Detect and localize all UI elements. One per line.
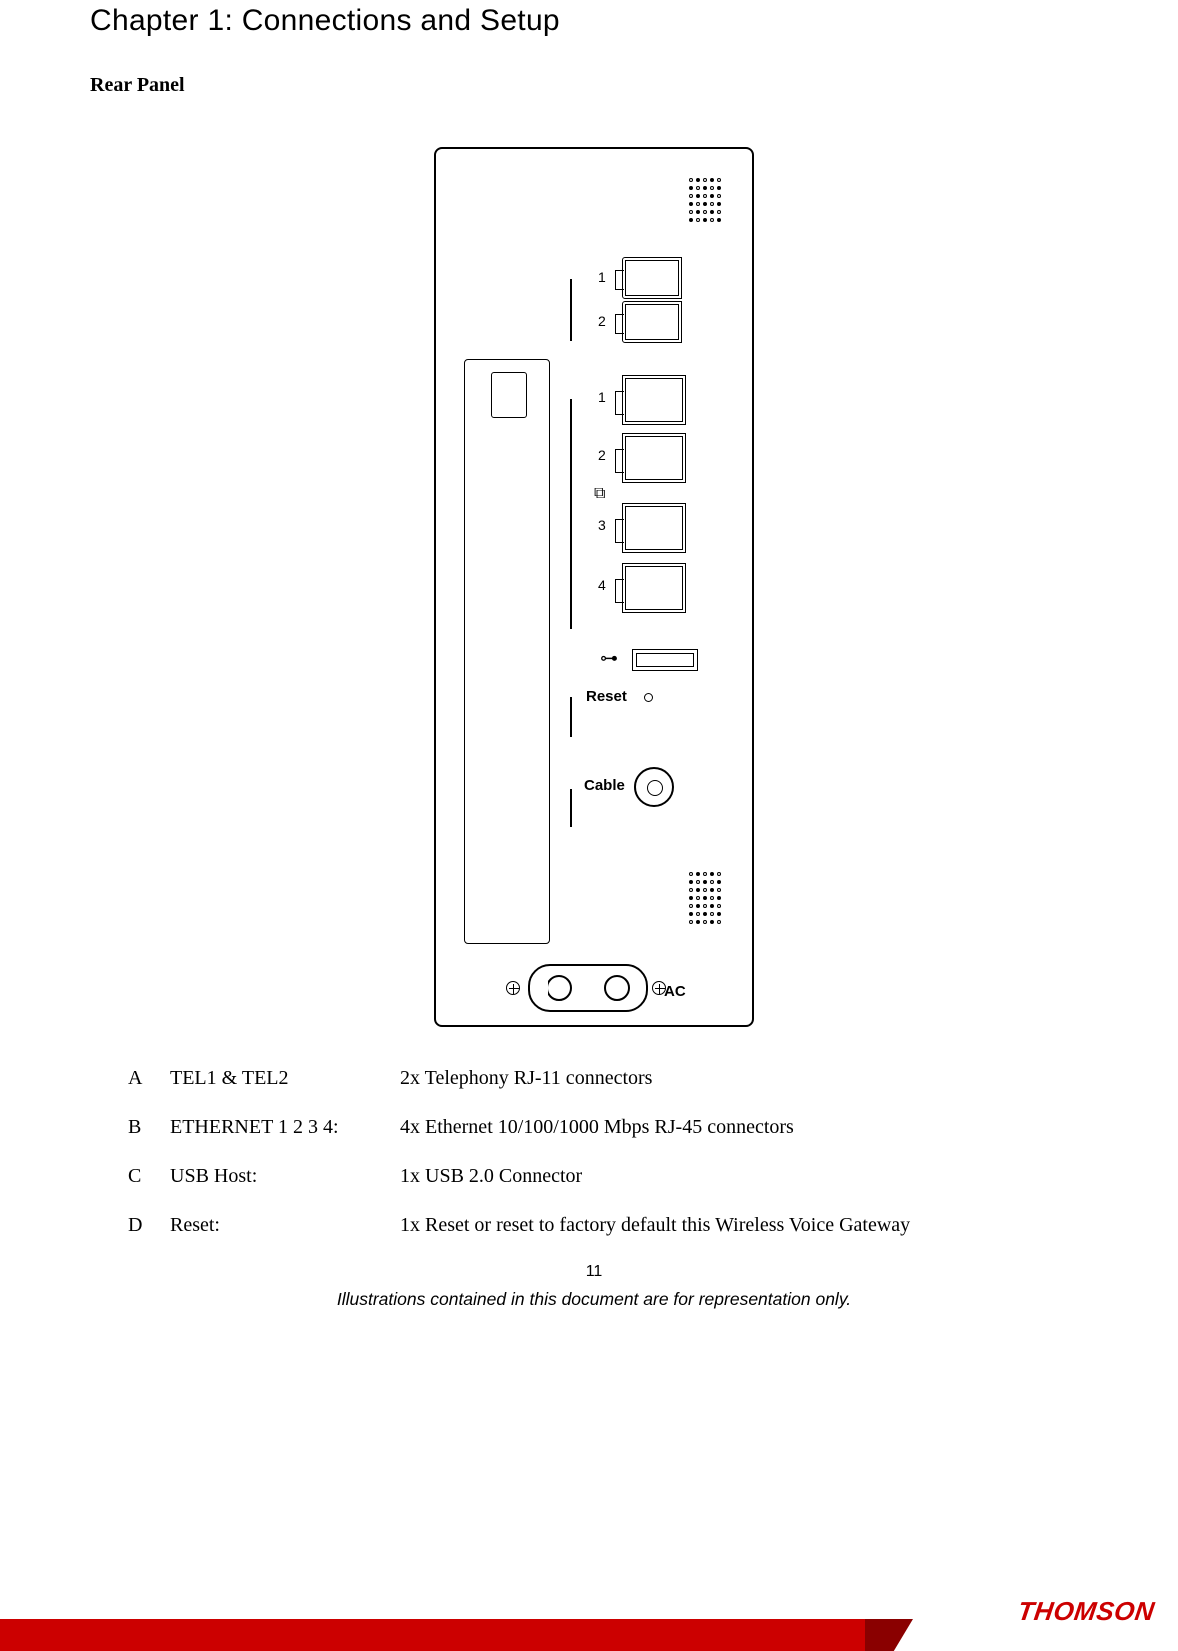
tel2-label: 2 [598,313,606,329]
footer-bar-dark-icon [865,1619,913,1651]
ac-label: AC [664,983,686,1000]
chapter-title: Chapter 1: Connections and Setup [90,4,1098,38]
reset-hole-icon [644,693,653,702]
connector-id: C [128,1165,170,1188]
connector-desc: 1x Reset or reset to factory default thi… [400,1214,1098,1237]
rj45-port-icon [622,563,686,613]
page-footer: THOMSON [0,1589,1178,1651]
table-row: D Reset: 1x Reset or reset to factory de… [128,1214,1098,1237]
rj11-port-icon [622,257,682,299]
connector-desc: 2x Telephony RJ-11 connectors [400,1067,1098,1090]
footer-bar-icon [0,1619,866,1651]
disclaimer-text: Illustrations contained in this document… [90,1289,1098,1310]
connector-name: Reset: [170,1214,400,1237]
connector-name: USB Host: [170,1165,400,1188]
brand-logo: THOMSON [1015,1596,1156,1627]
tick-line-icon [570,279,572,341]
usb-port-icon [632,649,698,671]
ac-port-icon [528,964,648,1012]
table-row: A TEL1 & TEL2 2x Telephony RJ-11 connect… [128,1067,1098,1090]
connector-desc: 1x USB 2.0 Connector [400,1165,1098,1188]
eth1-label: 1 [598,389,606,405]
usb-icon: ⊶ [600,648,618,669]
connector-id: A [128,1067,170,1090]
page-number: 11 [90,1263,1098,1281]
stand-icon [464,359,550,944]
vent-top-icon [687,175,722,223]
connector-name: TEL1 & TEL2 [170,1067,400,1090]
connector-id: B [128,1116,170,1139]
vent-bottom-icon [687,869,722,925]
eth2-label: 2 [598,447,606,463]
reset-label: Reset [586,688,627,705]
ethernet-icon: ⧉ [594,485,605,503]
connector-name: ETHERNET 1 2 3 4: [170,1116,400,1139]
connector-id: D [128,1214,170,1237]
section-title: Rear Panel [90,74,1098,97]
rj11-port-icon [622,301,682,343]
rear-panel-diagram: 1 2 1 2 ⧉ 3 4 ⊶ Reset Cable [434,147,754,1027]
tel1-label: 1 [598,269,606,285]
tick-line-icon [570,697,572,737]
tick-line-icon [570,399,572,629]
rj45-port-icon [622,503,686,553]
table-row: C USB Host: 1x USB 2.0 Connector [128,1165,1098,1188]
table-row: B ETHERNET 1 2 3 4: 4x Ethernet 10/100/1… [128,1116,1098,1139]
connector-desc: 4x Ethernet 10/100/1000 Mbps RJ-45 conne… [400,1116,1098,1139]
rj45-port-icon [622,433,686,483]
cable-port-icon [634,767,674,807]
eth3-label: 3 [598,517,606,533]
screw-icon [506,981,520,995]
tick-line-icon [570,789,572,827]
rj45-port-icon [622,375,686,425]
connector-table: A TEL1 & TEL2 2x Telephony RJ-11 connect… [128,1067,1098,1237]
eth4-label: 4 [598,577,606,593]
cable-label: Cable [584,777,625,794]
